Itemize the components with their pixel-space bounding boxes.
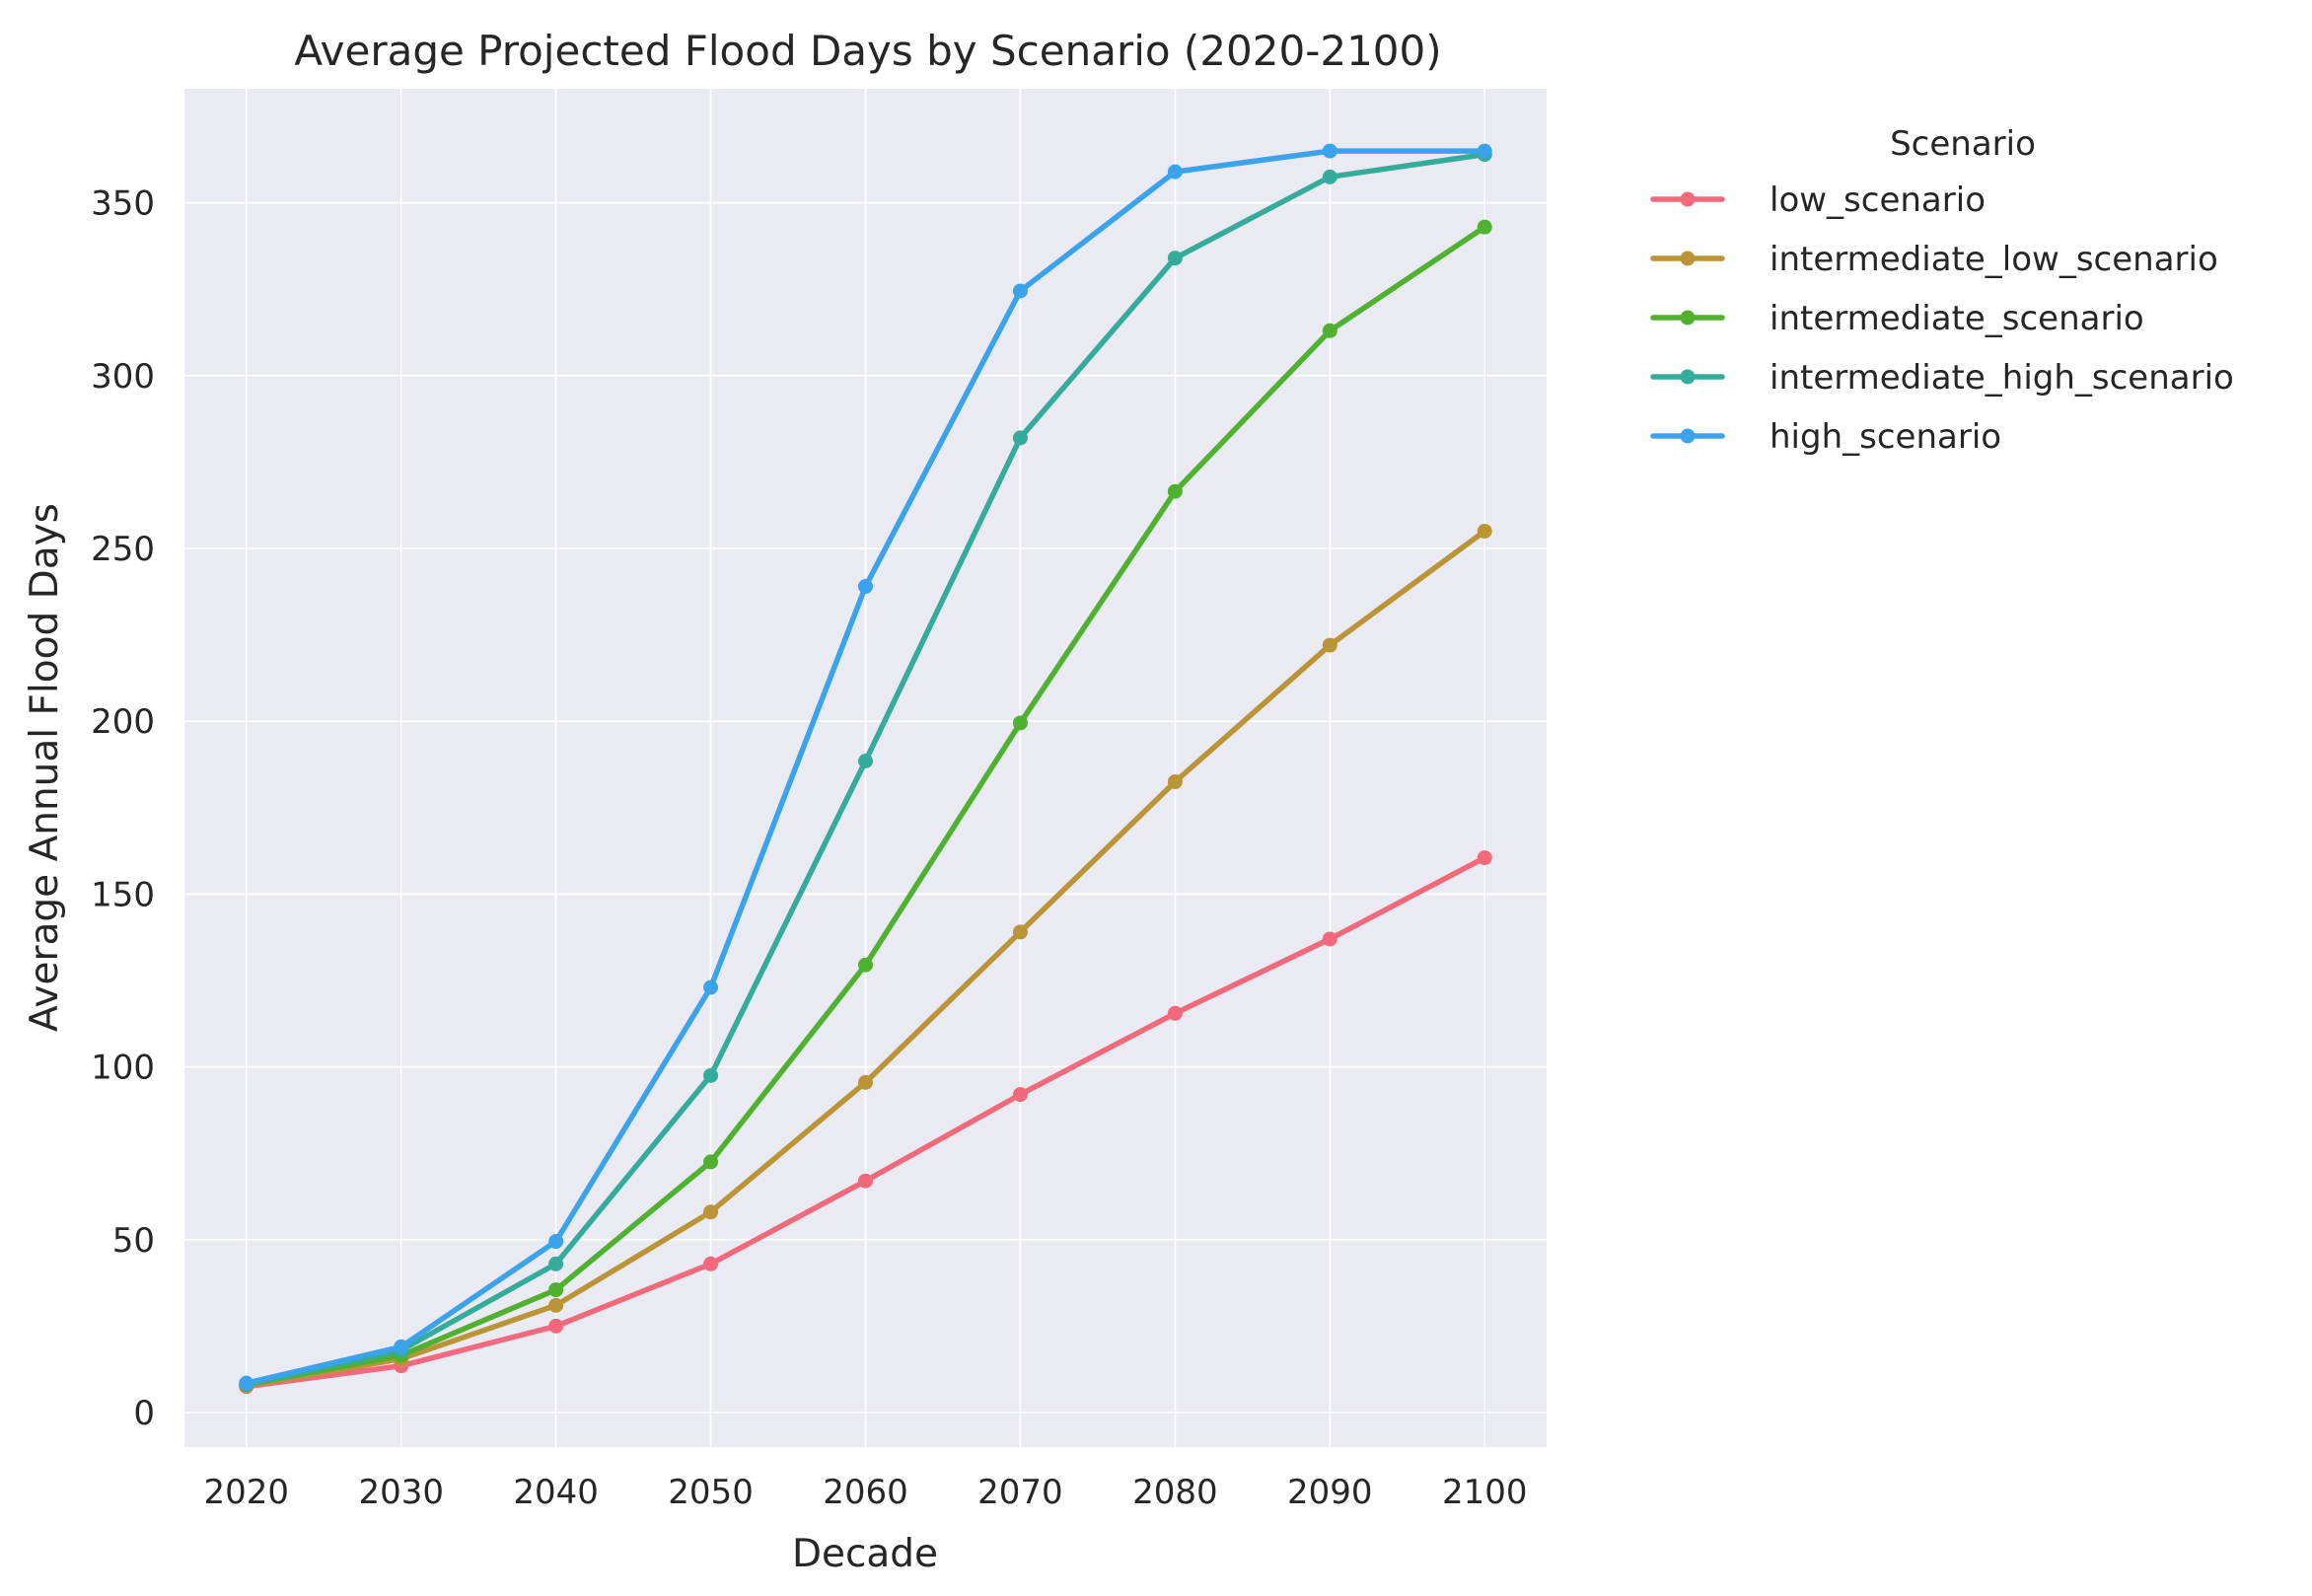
data-point bbox=[1322, 931, 1337, 947]
data-point bbox=[703, 1256, 719, 1271]
data-point bbox=[703, 1154, 719, 1170]
y-axis-label: Average Annual Flood Days bbox=[23, 503, 67, 1032]
legend-swatch-marker bbox=[1680, 251, 1696, 266]
data-point bbox=[548, 1318, 564, 1334]
data-point bbox=[1477, 219, 1492, 235]
x-axis-label: Decade bbox=[792, 1532, 938, 1576]
y-tick-label: 150 bbox=[91, 875, 155, 914]
data-point bbox=[548, 1297, 564, 1313]
series-high_scenario bbox=[239, 143, 1492, 1391]
data-point bbox=[1322, 169, 1337, 184]
data-point bbox=[703, 1067, 719, 1083]
x-axis-ticks: 2020 2030 2040 2050 2060 2070 2080 2090 2100 bbox=[204, 1473, 1528, 1512]
data-point bbox=[1167, 1005, 1183, 1021]
legend-label: low_scenario bbox=[1770, 181, 1986, 220]
legend-label: intermediate_scenario bbox=[1770, 299, 2144, 338]
legend-swatch-marker bbox=[1680, 369, 1696, 385]
y-tick-label: 50 bbox=[112, 1221, 155, 1261]
legend-label: intermediate_high_scenario bbox=[1770, 358, 2234, 398]
data-point bbox=[858, 1074, 873, 1090]
legend-swatch-marker bbox=[1680, 310, 1696, 326]
data-point bbox=[703, 1204, 719, 1220]
data-point bbox=[1167, 483, 1183, 499]
x-tick-label: 2060 bbox=[823, 1473, 908, 1512]
y-tick-label: 350 bbox=[91, 184, 155, 224]
legend-title: Scenario bbox=[1890, 124, 2036, 164]
data-point bbox=[394, 1339, 409, 1354]
x-tick-label: 2070 bbox=[977, 1473, 1063, 1512]
data-point bbox=[858, 1173, 873, 1189]
data-point bbox=[1012, 924, 1028, 940]
x-tick-label: 2020 bbox=[204, 1473, 290, 1512]
legend-label: high_scenario bbox=[1770, 417, 2001, 457]
data-point bbox=[1322, 323, 1337, 338]
y-tick-label: 100 bbox=[91, 1049, 155, 1088]
data-point bbox=[1012, 715, 1028, 731]
data-point bbox=[858, 753, 873, 768]
x-tick-label: 2100 bbox=[1442, 1473, 1528, 1512]
data-point bbox=[1167, 251, 1183, 266]
chart-title: Average Projected Flood Days by Scenario… bbox=[294, 27, 1441, 75]
y-tick-label: 200 bbox=[91, 702, 155, 742]
x-tick-label: 2090 bbox=[1287, 1473, 1373, 1512]
series-lines bbox=[239, 143, 1492, 1395]
legend-entry: high_scenario bbox=[1650, 417, 2001, 457]
x-tick-label: 2050 bbox=[668, 1473, 754, 1512]
y-tick-label: 300 bbox=[91, 357, 155, 397]
y-tick-label: 250 bbox=[91, 530, 155, 569]
data-point bbox=[239, 1375, 254, 1391]
data-point bbox=[548, 1256, 564, 1271]
legend: Scenario low_scenario intermediate_low_sc… bbox=[1650, 124, 2234, 457]
data-point bbox=[858, 957, 873, 973]
data-point bbox=[548, 1234, 564, 1250]
data-point bbox=[1167, 774, 1183, 790]
series-intermediate_scenario bbox=[239, 219, 1492, 1393]
x-tick-label: 2080 bbox=[1132, 1473, 1218, 1512]
data-point bbox=[858, 579, 873, 595]
data-point bbox=[1012, 1087, 1028, 1103]
data-point bbox=[1322, 637, 1337, 653]
legend-swatch-marker bbox=[1680, 428, 1696, 444]
y-axis-ticks: 0 50 100 150 200 250 300 350 bbox=[91, 184, 155, 1433]
data-point bbox=[1012, 430, 1028, 446]
data-point bbox=[703, 979, 719, 995]
data-point bbox=[1012, 283, 1028, 299]
data-point bbox=[1477, 523, 1492, 539]
data-point bbox=[1477, 850, 1492, 866]
y-tick-label: 0 bbox=[133, 1394, 155, 1433]
data-point bbox=[1477, 143, 1492, 159]
x-tick-label: 2040 bbox=[513, 1473, 599, 1512]
data-point bbox=[1322, 143, 1337, 159]
legend-entry: low_scenario bbox=[1650, 181, 1986, 220]
x-tick-label: 2030 bbox=[358, 1473, 444, 1512]
legend-entry: intermediate_high_scenario bbox=[1650, 358, 2234, 398]
legend-entry: intermediate_scenario bbox=[1650, 299, 2144, 338]
legend-label: intermediate_low_scenario bbox=[1770, 240, 2218, 279]
data-point bbox=[548, 1282, 564, 1298]
legend-entry: intermediate_low_scenario bbox=[1650, 240, 2218, 279]
data-point bbox=[1167, 164, 1183, 180]
grid bbox=[184, 89, 1547, 1447]
legend-swatch-marker bbox=[1680, 191, 1696, 207]
